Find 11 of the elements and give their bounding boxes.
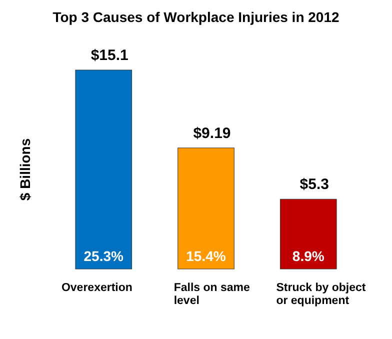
annotation: 25.3% — [84, 248, 124, 264]
annotation: 8.9% — [292, 248, 325, 264]
data-label: $9.19 — [193, 124, 231, 142]
x-tick-label: Falls on same level — [174, 282, 250, 307]
data-label: $15.1 — [90, 47, 128, 64]
chart-title: Top 3 Causes of Workplace Injuries in 2012 — [52, 9, 340, 25]
x-tick-label: Struck by object or equipment — [276, 282, 366, 307]
data-label: $5.3 — [300, 176, 329, 194]
y-axis-title: $ Billions — [17, 138, 33, 201]
annotation: 15.4% — [186, 248, 226, 264]
x-tick-label: Overexertion — [61, 282, 132, 294]
